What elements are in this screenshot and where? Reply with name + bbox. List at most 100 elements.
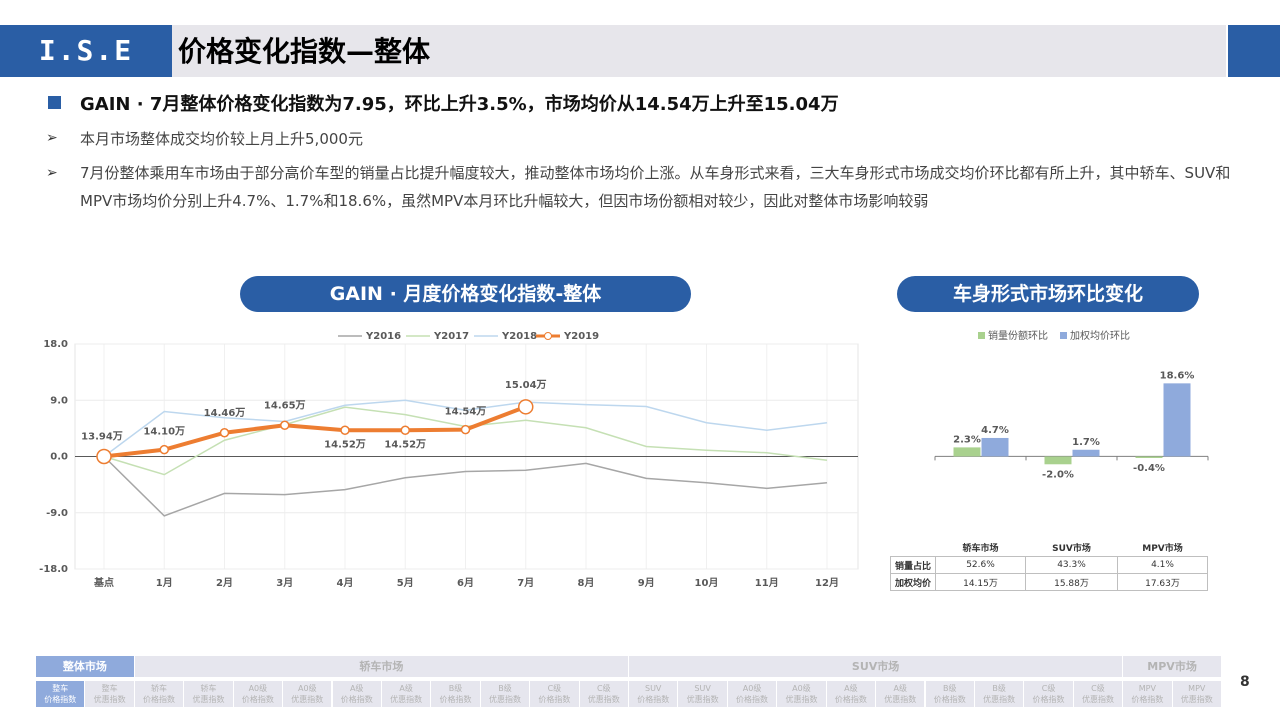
- nav-item-line: 整车: [101, 684, 118, 693]
- x-tick-label: 2月: [216, 577, 233, 589]
- data-label: -0.4%: [1133, 463, 1165, 474]
- data-table: 轿车市场 SUV市场 MPV市场 销量占比 52.6% 43.3% 4.1% 加权均价 1…: [890, 538, 1208, 591]
- nav-item-line: 价格指数: [44, 695, 77, 704]
- nav-item-line: 优惠指数: [488, 695, 521, 704]
- y-tick-label: 9.0: [50, 395, 68, 406]
- data-label: 14.52万: [324, 438, 366, 450]
- data-label: 1.7%: [1072, 437, 1100, 448]
- nav-item[interactable]: A0级 价格指数: [233, 681, 283, 707]
- nav-item[interactable]: 轿车 优惠指数: [184, 681, 233, 707]
- marker: [400, 425, 410, 435]
- table-cell: 52.6%: [935, 556, 1026, 574]
- nav-item[interactable]: A级 价格指数: [826, 681, 876, 707]
- nav-tab[interactable]: SUV市场: [629, 656, 1123, 677]
- table-cell: 15.88万: [1025, 573, 1118, 591]
- header-block: [1228, 25, 1280, 77]
- nav-item-line: A级: [844, 684, 858, 693]
- series-line: [103, 399, 828, 458]
- nav-item-line: 优惠指数: [93, 695, 126, 704]
- nav-item[interactable]: A级价格指数: [332, 681, 381, 707]
- nav-item-line: A0级: [248, 684, 268, 693]
- data-label: 2.3%: [953, 434, 981, 445]
- legend-label: Y2019: [563, 331, 599, 342]
- nav-item-line: C级: [1041, 684, 1056, 693]
- nav-item[interactable]: 轿车 价格指数: [134, 681, 184, 707]
- y-tick-label: 18.0: [43, 339, 68, 350]
- nav-item-line: 价格指数: [1032, 695, 1065, 704]
- x-tick-label: 1月: [156, 577, 173, 589]
- nav-item[interactable]: A级 优惠指数: [876, 681, 925, 707]
- x-tick-label: 12月: [815, 577, 839, 589]
- bar: [1072, 449, 1100, 457]
- nav-item[interactable]: B级 价格指数: [925, 681, 974, 707]
- bar: [1044, 456, 1072, 465]
- marker: [280, 420, 290, 430]
- table-row: 加权均价 14.15万 15.88万 17.63万: [890, 573, 1208, 591]
- nav-item[interactable]: A0级 优惠指数: [283, 681, 332, 707]
- data-label: 18.6%: [1160, 370, 1195, 381]
- data-label: 13.94万: [81, 431, 123, 443]
- nav-tab[interactable]: 整体市场: [36, 656, 134, 677]
- series-line: [103, 455, 828, 517]
- nav-item-line: 优惠指数: [1081, 695, 1114, 704]
- nav-item[interactable]: 整车 价格指数: [36, 681, 85, 707]
- nav-item-line: A级: [399, 684, 413, 693]
- data-label: 15.04万: [505, 379, 547, 391]
- nav-item-line: A0级: [298, 684, 317, 693]
- nav-tab[interactable]: MPV市场: [1123, 656, 1221, 677]
- bullet-arrow: ➢: [46, 130, 58, 146]
- x-tick-label: 5月: [397, 577, 414, 589]
- nav-item-line: C级: [547, 684, 562, 693]
- x-tick-label: 9月: [638, 577, 655, 589]
- data-label: 14.54万: [445, 406, 487, 418]
- nav-item[interactable]: A0级 优惠指数: [777, 681, 826, 707]
- nav-item-line: 整车: [52, 684, 69, 693]
- nav-item-line: 价格指数: [143, 695, 176, 704]
- summary: GAIN · 7月整体价格变化指数为7.95，环比上升3.5%，市场均价从14.…: [80, 94, 839, 115]
- nav-item[interactable]: SUV 优惠指数: [678, 681, 727, 707]
- nav-item-line: 优惠指数: [1180, 695, 1213, 704]
- nav-item[interactable]: MPV 优惠指数: [1172, 681, 1221, 707]
- nav-item[interactable]: 整车 优惠指数: [85, 681, 134, 707]
- x-tick-label: 7月: [517, 577, 534, 589]
- nav-item-line: 价格指数: [637, 695, 670, 704]
- nav-tab[interactable]: 轿车市场: [134, 656, 628, 677]
- marker: [219, 428, 230, 438]
- legend-label: Y2016: [365, 331, 401, 342]
- nav-item[interactable]: SUV 价格指数: [629, 681, 678, 707]
- chart-title: 车身形式市场环比变化: [897, 276, 1199, 312]
- nav-item[interactable]: B级 优惠指数: [974, 681, 1024, 707]
- page-number: 8: [1240, 674, 1250, 690]
- nav-item[interactable]: C级 优惠指数: [1073, 681, 1123, 707]
- series-line: [103, 404, 527, 459]
- row-header: 销量占比: [890, 556, 936, 574]
- table-cell: 14.15万: [935, 573, 1026, 591]
- legend-swatch: [1060, 332, 1067, 339]
- nav-item[interactable]: C级 价格指数: [530, 681, 579, 707]
- nav-item-line: A级: [349, 684, 364, 693]
- x-tick-label: 6月: [457, 577, 474, 589]
- bullet-text: 本月市场整体成交均价较上月上升5,000元: [80, 130, 363, 148]
- nav-item[interactable]: MPV 价格指数: [1123, 681, 1172, 707]
- nav-item-line: MPV: [1188, 684, 1206, 693]
- marker: [96, 448, 112, 465]
- nav-item[interactable]: C级价格指数: [1024, 681, 1073, 707]
- nav-item[interactable]: B级 价格指数: [431, 681, 480, 707]
- legend-swatch: [978, 332, 985, 339]
- bar: [981, 437, 1009, 457]
- table-header: 轿车市场 SUV市场 MPV市场: [891, 538, 1208, 557]
- table-cell: [891, 538, 936, 557]
- nav-item[interactable]: B级 优惠指数: [480, 681, 530, 707]
- marker: [340, 425, 350, 435]
- nav-item-line: 价格指数: [340, 695, 373, 704]
- legend-label: 销量份额环比: [988, 329, 1048, 342]
- nav-item[interactable]: A级 优惠指数: [381, 681, 431, 707]
- nav-item-line: 轿车: [151, 684, 168, 693]
- table-cell: 17.63万: [1117, 573, 1208, 591]
- nav-item-line: 价格指数: [1131, 695, 1164, 704]
- nav-item[interactable]: A0级 价格指数: [727, 681, 777, 707]
- nav-item[interactable]: C级 优惠指数: [579, 681, 628, 707]
- x-tick-label: 基点: [93, 576, 114, 589]
- row-header: 加权均价: [890, 573, 936, 591]
